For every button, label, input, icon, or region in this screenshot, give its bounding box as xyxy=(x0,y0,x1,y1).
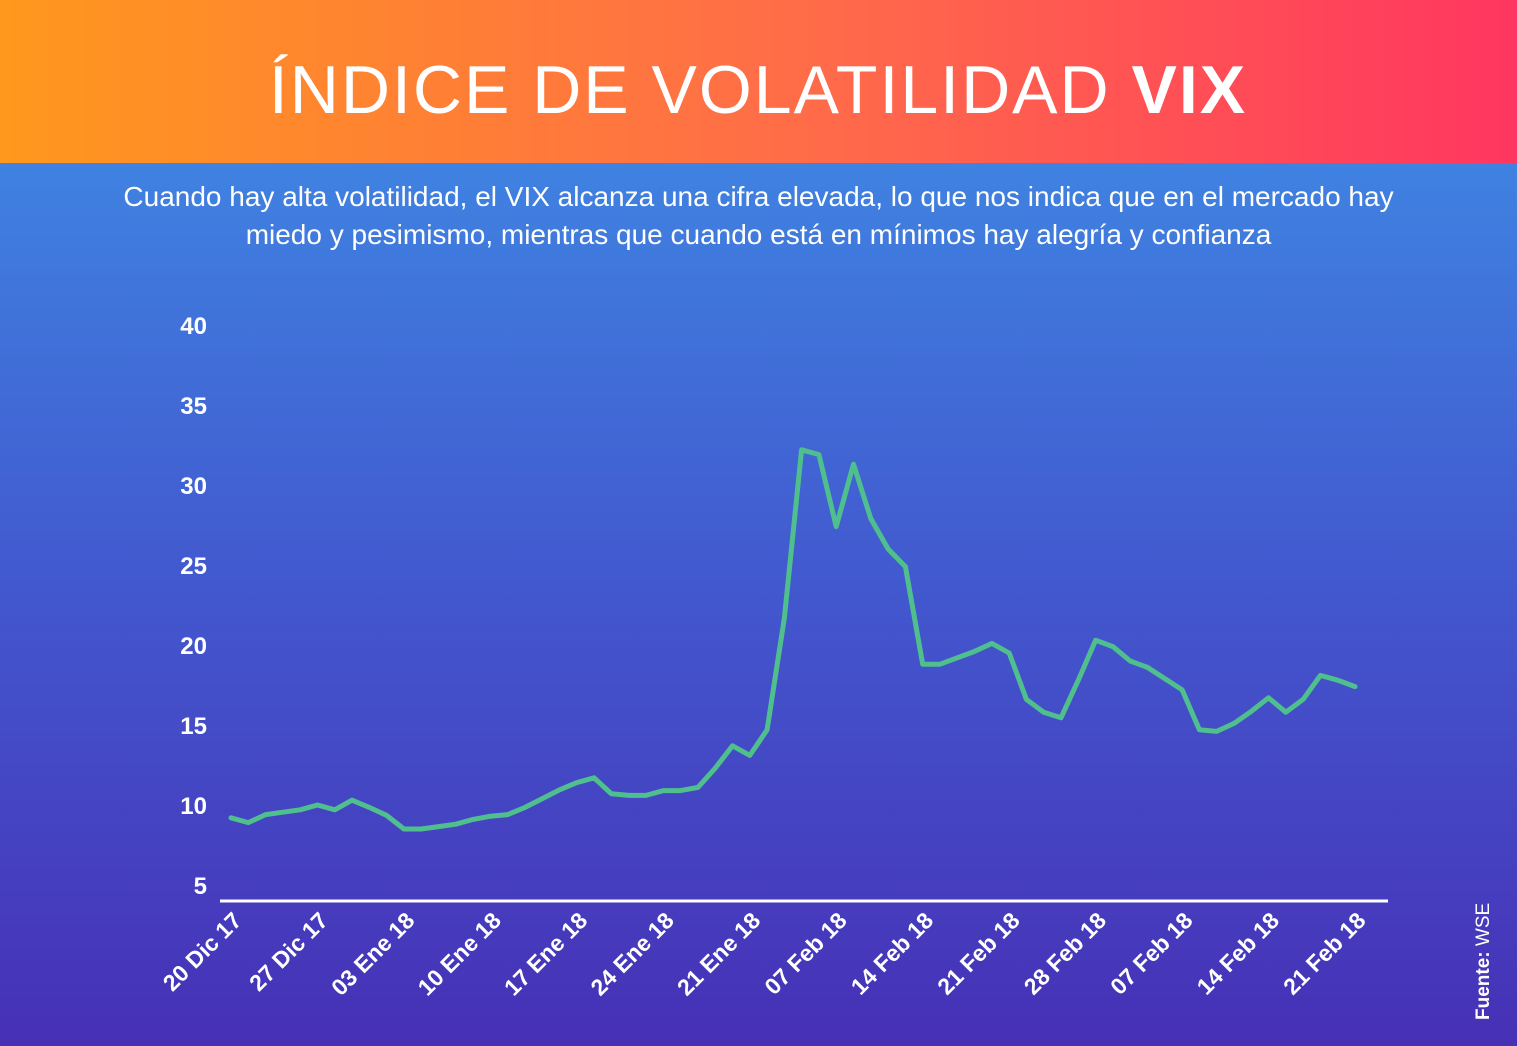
title-text: ÍNDICE DE VOLATILIDAD xyxy=(269,52,1111,128)
x-tick-label: 07 Feb 18 xyxy=(1105,907,1198,1000)
x-tick-label: 24 Ene 18 xyxy=(585,907,679,1001)
x-tick-label: 27 Dic 17 xyxy=(244,907,333,996)
x-tick-label: 03 Ene 18 xyxy=(326,907,420,1001)
y-tick-label: 25 xyxy=(180,553,207,580)
y-tick-label: 35 xyxy=(180,393,207,420)
x-tick-label: 21 Feb 18 xyxy=(932,907,1025,1000)
subtitle: Cuando hay alta volatilidad, el VIX alca… xyxy=(123,181,1394,250)
chart-title: ÍNDICE DE VOLATILIDAD VIX xyxy=(269,52,1247,128)
x-tick-label: 21 Ene 18 xyxy=(672,907,766,1001)
x-tick-label: 07 Feb 18 xyxy=(759,907,852,1000)
source-text: WSE xyxy=(1473,903,1494,946)
x-tick-label: 14 Feb 18 xyxy=(846,907,939,1000)
x-tick-label: 14 Feb 18 xyxy=(1192,907,1285,1000)
title-highlight: VIX xyxy=(1132,52,1248,128)
x-tick-label: 21 Feb 18 xyxy=(1278,907,1371,1000)
x-tick-label: 17 Ene 18 xyxy=(499,907,593,1001)
source-label: Fuente: xyxy=(1473,951,1494,1020)
x-tick-label: 10 Ene 18 xyxy=(412,907,506,1001)
x-tick-label: 28 Feb 18 xyxy=(1019,907,1112,1000)
y-tick-label: 5 xyxy=(194,873,207,900)
x-tick-label: 20 Dic 17 xyxy=(158,907,247,996)
y-tick-label: 20 xyxy=(180,633,207,660)
y-tick-label: 30 xyxy=(180,473,207,500)
header-band xyxy=(0,0,1517,163)
y-tick-label: 40 xyxy=(180,313,207,340)
y-tick-label: 10 xyxy=(180,793,207,820)
source-note: Fuente: WSE xyxy=(1473,903,1494,1020)
y-tick-label: 15 xyxy=(180,713,207,740)
data-line xyxy=(228,447,1358,832)
